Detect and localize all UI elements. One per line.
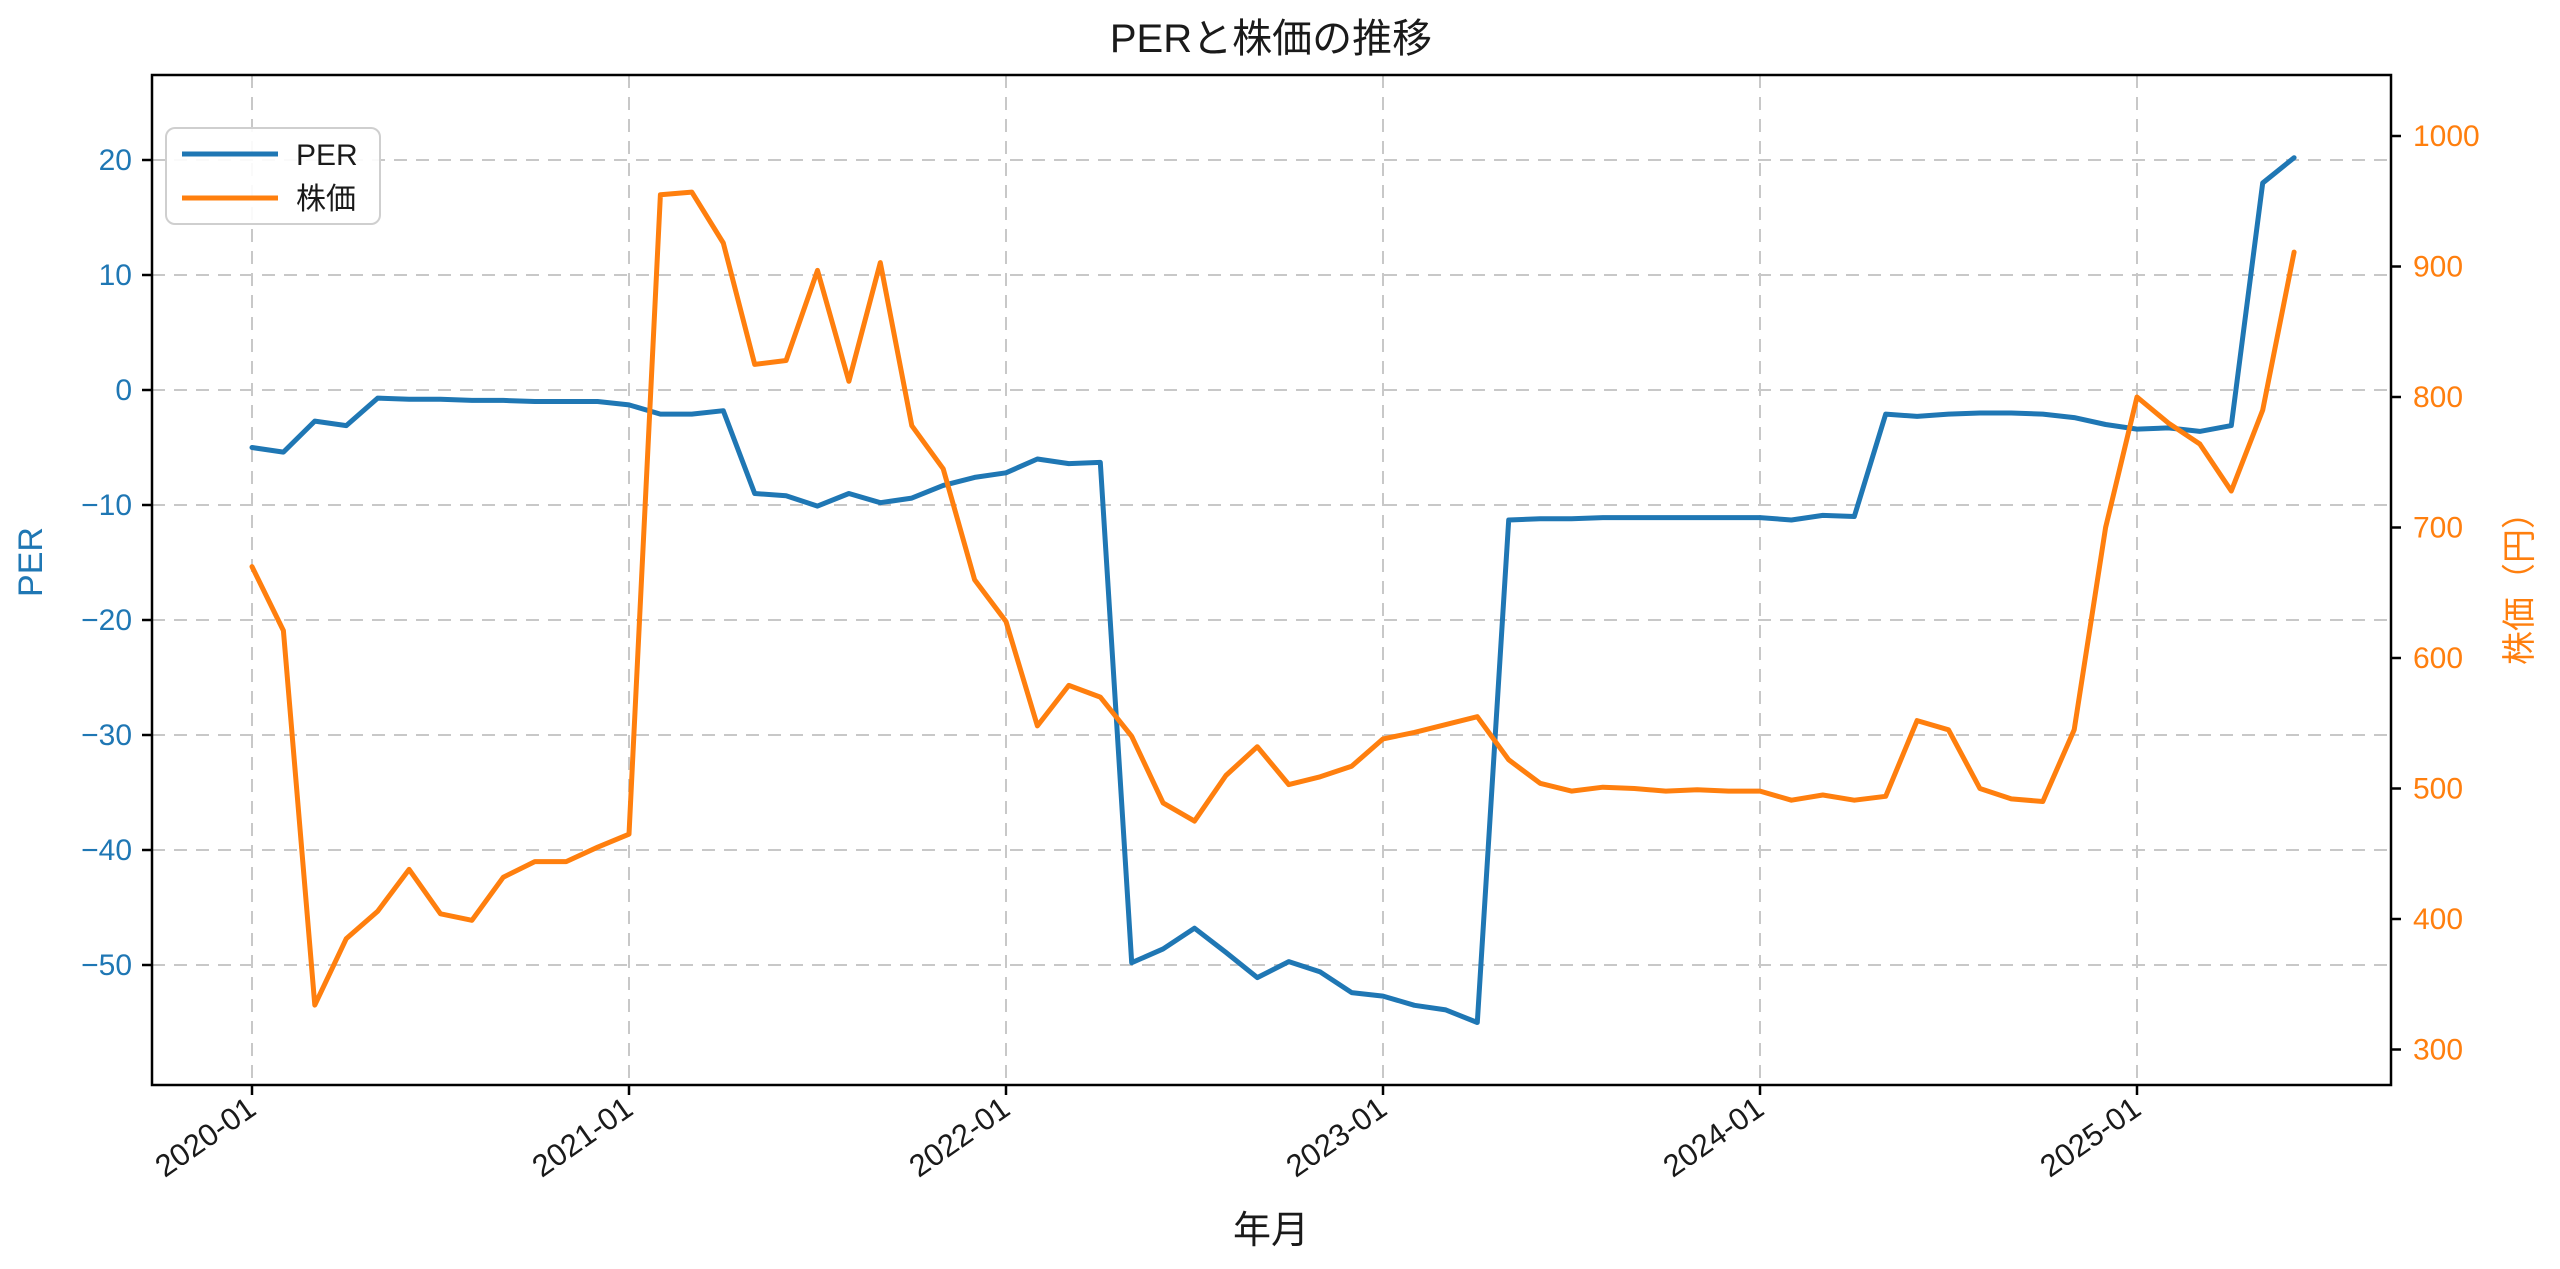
right-tick-label: 800 — [2413, 381, 2463, 414]
x-tick-label: 2022-01 — [903, 1090, 1016, 1184]
per-line — [249, 155, 2297, 1025]
right-tick-label: 400 — [2413, 903, 2463, 936]
gridlines — [152, 75, 2391, 1085]
left-tick-label: −40 — [81, 834, 132, 867]
x-tick-label: 2021-01 — [526, 1090, 639, 1184]
left-tick-label: 0 — [115, 374, 132, 407]
right-tick-label: 900 — [2413, 251, 2463, 284]
kabuka-line — [249, 189, 2297, 1008]
legend-label-per: PER — [296, 139, 358, 172]
data-series — [249, 155, 2297, 1025]
x-axis-ticks: 2020-01 2021-01 2022-01 2023-01 2024-01 2025-… — [149, 1085, 2147, 1184]
right-tick-label: 500 — [2413, 773, 2463, 806]
x-tick-label: 2023-01 — [1280, 1090, 1393, 1184]
legend: PER 株価 — [165, 127, 381, 225]
left-axis-ticks: 20 10 0 −10 −20 −30 −40 −50 — [81, 144, 152, 982]
x-tick-label: 2024-01 — [1657, 1090, 1770, 1184]
right-tick-label: 600 — [2413, 642, 2463, 675]
left-tick-label: −30 — [81, 719, 132, 752]
x-tick-label: 2025-01 — [2034, 1090, 2147, 1184]
left-tick-label: 20 — [99, 144, 132, 177]
left-tick-label: 10 — [99, 259, 132, 292]
legend-label-kabuka: 株価 — [296, 183, 356, 216]
plot-area-border — [150, 73, 2393, 1087]
left-tick-label: −20 — [81, 604, 132, 637]
x-tick-label: 2020-01 — [149, 1090, 262, 1184]
left-axis-label: PER — [12, 527, 50, 597]
right-tick-label: 300 — [2413, 1034, 2463, 1067]
x-axis-label: 年月 — [1233, 1210, 1309, 1252]
right-tick-label: 1000 — [2413, 120, 2480, 153]
right-axis-ticks: 1000 900 800 700 600 500 400 300 — [2391, 120, 2480, 1067]
right-tick-label: 700 — [2413, 512, 2463, 545]
chart-title: PERと株価の推移 — [1110, 17, 1432, 61]
left-tick-label: −50 — [81, 949, 132, 982]
right-axis-label: 株価（円） — [2501, 495, 2539, 665]
left-tick-label: −10 — [81, 489, 132, 522]
